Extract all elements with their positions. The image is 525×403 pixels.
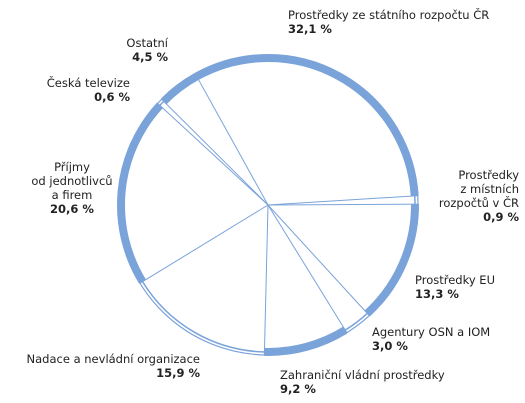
category-name: Agentury OSN a IOM bbox=[372, 325, 491, 339]
pie-slice bbox=[194, 54, 419, 197]
slice-divider bbox=[267, 204, 348, 333]
slice-label: Ostatní 4,5 % bbox=[126, 36, 168, 64]
slice-label: Příjmy od jednotlivců a firem 20,6 % bbox=[18, 160, 126, 216]
value-label: 3,0 % bbox=[372, 339, 408, 353]
slice-divider bbox=[157, 102, 269, 206]
slice-divider bbox=[267, 195, 418, 206]
pie-slice bbox=[159, 100, 165, 106]
category-name: Příjmy od jednotlivců a firem bbox=[31, 160, 113, 202]
category-name: Ostatní bbox=[126, 36, 168, 50]
slice-divider bbox=[267, 203, 419, 206]
category-name: Prostředky EU bbox=[415, 273, 495, 287]
slice-label: Nadace a nevládní organizace 15,9 % bbox=[27, 352, 200, 380]
pie-slice bbox=[117, 102, 163, 284]
value-label: 0,9 % bbox=[483, 210, 519, 224]
slice-divider bbox=[263, 204, 269, 355]
value-label: 13,3 % bbox=[415, 287, 459, 301]
slice-label: Zahraniční vládní prostředky 9,2 % bbox=[280, 368, 445, 396]
pie-slice bbox=[160, 72, 199, 105]
slice-label: Prostředky ze státního rozpočtu ČR 32,1 % bbox=[288, 8, 489, 36]
category-name: Prostředky z místních rozpočtů v ČR bbox=[438, 168, 519, 210]
slice-divider bbox=[194, 73, 269, 206]
slice-label: Prostředky EU 13,3 % bbox=[415, 273, 495, 301]
value-label: 15,9 % bbox=[156, 366, 200, 380]
value-label: 4,5 % bbox=[132, 50, 168, 64]
pie-slice bbox=[264, 326, 348, 356]
slice-label: Prostředky z místních rozpočtů v ČR 0,9 % bbox=[439, 168, 519, 224]
slice-divider bbox=[267, 204, 370, 316]
value-label: 32,1 % bbox=[288, 22, 332, 36]
slice-label: Česká televize 0,6 % bbox=[47, 76, 130, 104]
pie-slice bbox=[364, 204, 419, 317]
value-label: 20,6 % bbox=[50, 202, 94, 216]
slice-divider bbox=[161, 98, 269, 206]
category-name: Česká televize bbox=[46, 76, 130, 90]
pie-slice bbox=[344, 312, 368, 331]
value-label: 0,6 % bbox=[94, 90, 130, 104]
category-name: Prostředky ze státního rozpočtu ČR bbox=[288, 8, 490, 22]
slice-label: Agentury OSN a IOM 3,0 % bbox=[372, 325, 490, 353]
category-name: Zahraniční vládní prostředky bbox=[280, 368, 445, 382]
slice-divider bbox=[139, 204, 269, 284]
pie-slice bbox=[141, 281, 265, 353]
value-label: 9,2 % bbox=[280, 382, 316, 396]
category-name: Nadace a nevládní organizace bbox=[26, 352, 200, 366]
